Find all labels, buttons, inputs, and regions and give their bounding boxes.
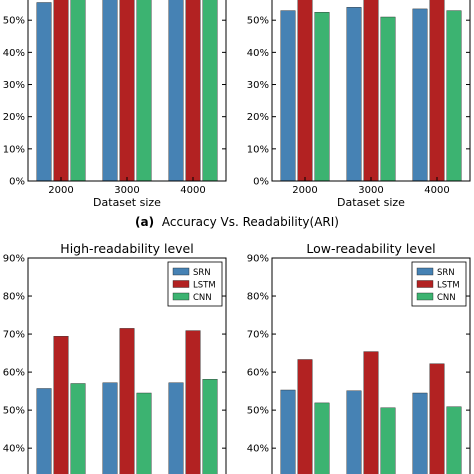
bar-lstm-3 [429, 363, 445, 474]
y-tick-label: 90% [247, 254, 269, 265]
y-tick-label: 90% [3, 254, 25, 265]
legend-label-cnn: CNN [193, 293, 212, 303]
bar-lstm-2 [119, 0, 135, 181]
legend-swatch-lstm [416, 280, 434, 288]
chart-1: 0% 10% 20% 30% 40% 50% 2000 3000 4000 Dataset siz… [3, 0, 227, 209]
bar-srn-3 [168, 382, 184, 474]
chart-title: Low-readability level [306, 241, 435, 256]
y-tick-label: 50% [3, 406, 25, 417]
legend-swatch-cnn [416, 292, 434, 301]
x-tick-label: 2000 [48, 185, 73, 196]
plot-frame [271, 257, 471, 474]
figure-caption: (a) Accuracy Vs. Readability(ARI) [135, 215, 339, 229]
bar-cnn-1 [314, 11, 330, 181]
y-tick-label: 50% [247, 16, 269, 27]
y-tick-label: 40% [247, 444, 269, 455]
y-tick-label: 70% [247, 330, 269, 341]
bar-lstm-1 [53, 336, 69, 474]
bar-cnn-2 [380, 16, 396, 181]
bars [280, 0, 462, 181]
bar-lstm-2 [363, 0, 379, 181]
y-tick-label: 30% [247, 80, 269, 91]
y-tick-label: 0% [253, 177, 269, 188]
legend: SRN LSTM CNN [167, 261, 223, 307]
legend-swatch-cnn [172, 292, 190, 301]
x-tick-label: 2000 [292, 185, 317, 196]
bar-cnn-2 [380, 407, 396, 474]
x-axis-label: Dataset size [337, 196, 405, 209]
chart-3: 30%40%50%60%70%80%90%High-readability le… [3, 241, 227, 474]
y-tick-label: 50% [3, 16, 25, 27]
legend-label-lstm: LSTM [437, 281, 460, 291]
y-tick-label: 40% [3, 444, 25, 455]
bar-cnn-1 [70, 0, 86, 181]
y-tick-label: 20% [3, 112, 25, 123]
legend-swatch-lstm [172, 280, 190, 288]
bar-lstm-1 [297, 359, 313, 474]
bar-cnn-3 [446, 406, 462, 474]
y-tick-label: 70% [3, 330, 25, 341]
y-tick-label: 0% [9, 177, 25, 188]
legend-label-lstm: LSTM [193, 281, 216, 291]
y-tick-label: 50% [247, 406, 269, 417]
bar-srn-2 [346, 7, 362, 181]
x-tick-label: 3000 [114, 185, 139, 196]
chart-4: 30%40%50%60%70%80%90%Low-readability lev… [247, 241, 471, 474]
bar-cnn-3 [202, 379, 218, 474]
bar-srn-2 [102, 0, 118, 181]
y-tick-label: 10% [3, 144, 25, 155]
bars [36, 0, 218, 181]
y-tick-label: 10% [247, 144, 269, 155]
bar-srn-1 [36, 2, 52, 181]
bar-srn-1 [36, 388, 52, 474]
bar-lstm-1 [297, 0, 313, 181]
y-tick-label: 20% [247, 112, 269, 123]
x-tick-label: 4000 [180, 185, 205, 196]
bar-srn-3 [412, 8, 428, 181]
caption-letter: (a) [135, 215, 154, 229]
bar-cnn-3 [202, 0, 218, 181]
bar-cnn-3 [446, 10, 462, 181]
legend-label-cnn: CNN [437, 293, 456, 303]
bars [280, 351, 462, 474]
bar-lstm-3 [429, 0, 445, 181]
bar-srn-2 [102, 382, 118, 474]
legend-label-srn: SRN [437, 268, 455, 278]
bar-cnn-1 [314, 402, 330, 474]
y-tick-label: 80% [3, 292, 25, 303]
bar-lstm-3 [185, 330, 201, 474]
bar-cnn-1 [70, 383, 86, 474]
bar-cnn-2 [136, 392, 152, 474]
bar-cnn-2 [136, 0, 152, 181]
bar-lstm-1 [53, 0, 69, 181]
bar-lstm-2 [119, 328, 135, 474]
plot-frame [27, 257, 227, 474]
legend-swatch-srn [172, 267, 190, 276]
chart-title: High-readability level [60, 241, 193, 256]
y-tick-label: 30% [3, 80, 25, 91]
bar-lstm-3 [185, 0, 201, 181]
chart-2: 0% 10% 20% 30% 40% 50% 2000 3000 4000 Dataset siz… [247, 0, 471, 209]
bar-srn-1 [280, 389, 296, 474]
caption-text: Accuracy Vs. Readability(ARI) [162, 215, 339, 229]
bar-lstm-2 [363, 351, 379, 474]
legend-swatch-srn [416, 267, 434, 276]
bar-srn-3 [412, 392, 428, 474]
legend: SRN LSTM CNN [411, 261, 467, 307]
bar-srn-1 [280, 10, 296, 181]
y-tick-label: 40% [247, 48, 269, 59]
legend-label-srn: SRN [193, 268, 211, 278]
y-tick-label: 60% [3, 368, 25, 379]
y-tick-label: 40% [3, 48, 25, 59]
bar-srn-3 [168, 0, 184, 181]
x-tick-label: 4000 [424, 185, 449, 196]
bar-srn-2 [346, 390, 362, 474]
x-axis-label: Dataset size [93, 196, 161, 209]
y-tick-label: 80% [247, 292, 269, 303]
y-tick-label: 60% [247, 368, 269, 379]
bars [36, 328, 218, 474]
x-tick-label: 3000 [358, 185, 383, 196]
